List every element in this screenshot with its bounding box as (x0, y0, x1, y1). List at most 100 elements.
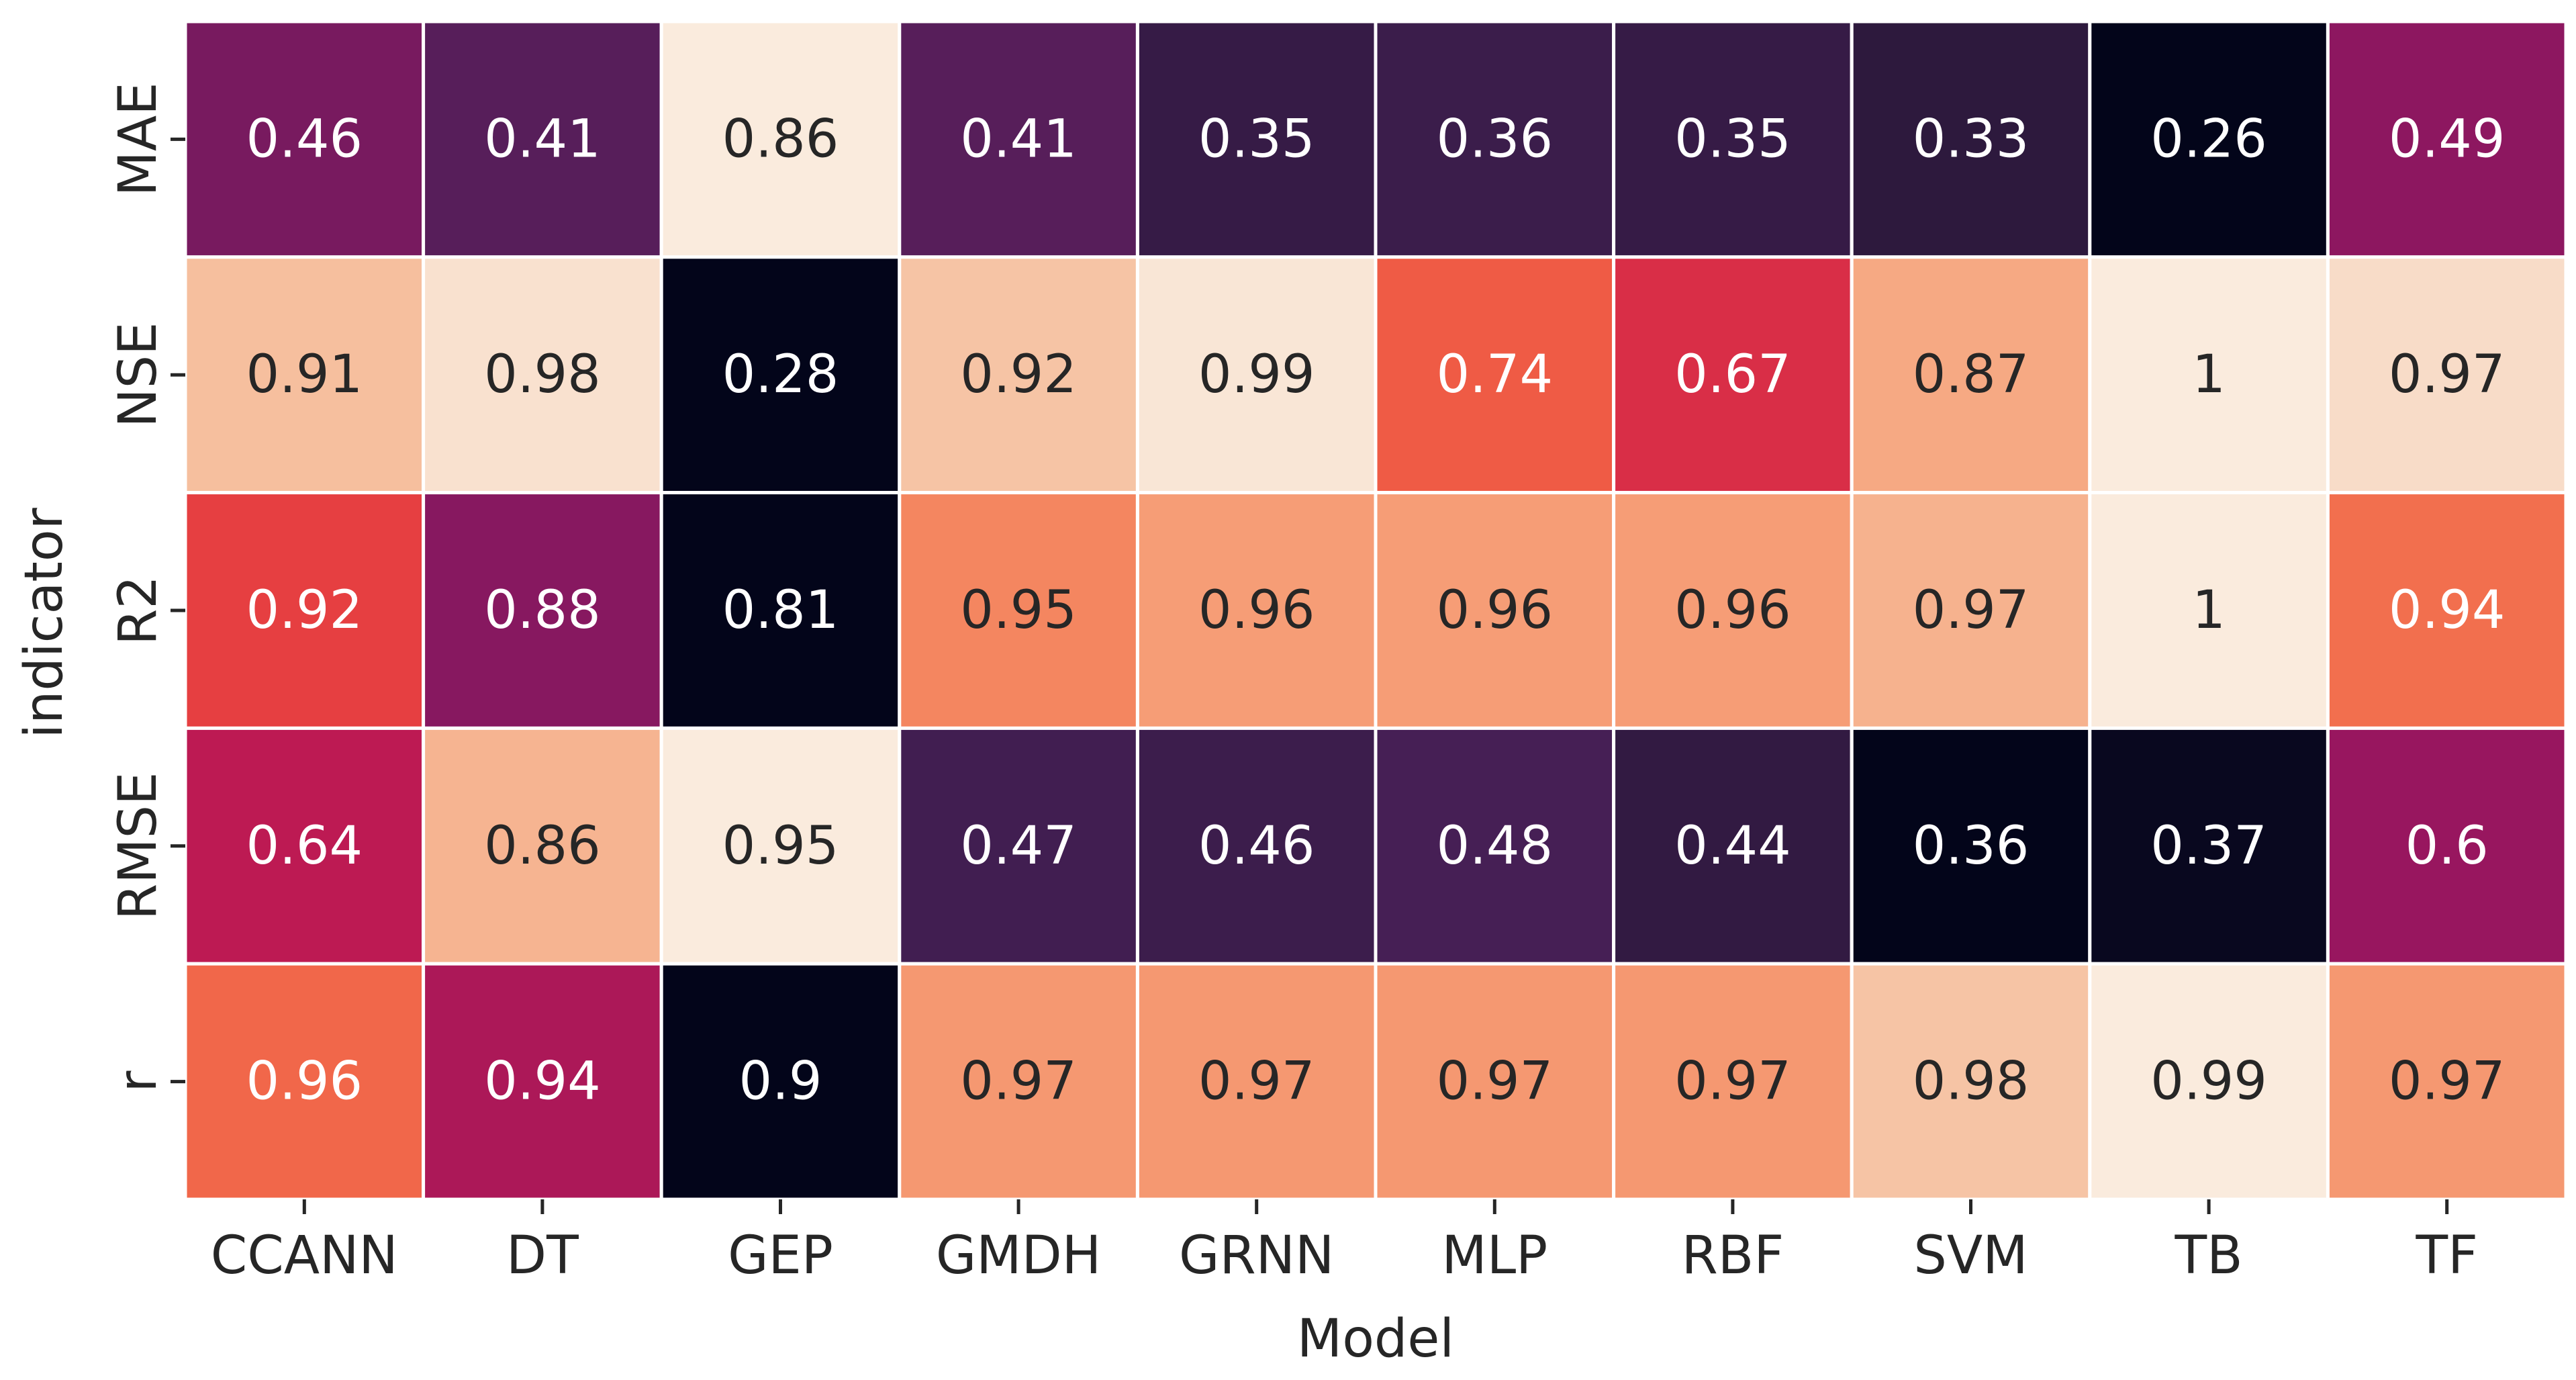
y-axis-title: indicator (14, 507, 75, 738)
cell-label-r-GMDH: 0.97 (960, 1052, 1077, 1112)
heatmap-cell-R2-RBF (1612, 491, 1854, 730)
cell-label-r-GRNN: 0.97 (1198, 1052, 1315, 1112)
x-tick-label-TB: TB (2175, 1226, 2243, 1286)
y-tick-label-MAE: MAE (108, 82, 169, 196)
cell-label-MAE-TF: 0.49 (2389, 109, 2506, 169)
heatmap-cell-r-MLP (1374, 962, 1616, 1201)
cell-label-RMSE-SVM: 0.36 (1913, 816, 2030, 876)
cell-label-MAE-CCANN: 0.46 (246, 109, 363, 169)
cell-label-R2-TF: 0.94 (2389, 580, 2506, 641)
x-tick-label-TF: TF (2415, 1226, 2478, 1286)
heatmap-cells: 0.46 0.41 0.86 0.41 0.35 0.36 0.35 0.33 0.26 0.49… (183, 19, 2568, 1201)
x-tick-label-RBF: RBF (1682, 1226, 1784, 1286)
heatmap-cell-r-DT (422, 962, 663, 1201)
y-tick-label-NSE: NSE (108, 322, 169, 428)
heatmap-cell-R2-DT (422, 491, 663, 730)
heatmap-cell-R2-TF (2326, 491, 2568, 730)
heatmap-cell-NSE-DT (422, 255, 663, 495)
x-tick-label-GRNN: GRNN (1179, 1226, 1334, 1286)
cell-label-MAE-RBF: 0.35 (1674, 109, 1791, 169)
cell-label-RMSE-GEP: 0.95 (722, 816, 839, 876)
x-axis-title: Model (1297, 1309, 1454, 1369)
cell-label-MAE-GEP: 0.86 (722, 109, 839, 169)
heatmap-cell-RMSE-CCANN (183, 726, 426, 966)
heatmap-cell-NSE-MLP (1374, 255, 1616, 495)
cell-label-R2-DT: 0.88 (484, 580, 601, 641)
heatmap-cell-MAE-CCANN (183, 19, 426, 259)
cell-label-NSE-RBF: 0.67 (1674, 344, 1791, 405)
cell-label-R2-RBF: 0.96 (1674, 580, 1791, 641)
cell-label-RMSE-RBF: 0.44 (1674, 816, 1791, 876)
cell-label-R2-GEP: 0.81 (722, 580, 839, 641)
heatmap-cell-r-TB (2088, 962, 2330, 1201)
cell-label-R2-MLP: 0.96 (1436, 580, 1553, 641)
heatmap-cell-r-GRNN (1135, 962, 1378, 1201)
heatmap-cell-NSE-TB (2088, 255, 2330, 495)
x-tick-label-CCANN: CCANN (211, 1226, 398, 1286)
y-tick-label-RMSE: RMSE (108, 772, 169, 920)
cell-label-RMSE-CCANN: 0.64 (246, 816, 363, 876)
y-tick-label-R2: R2 (108, 576, 169, 645)
heatmap-cell-R2-SVM (1850, 491, 2092, 730)
heatmap-cell-R2-TB (2088, 491, 2330, 730)
x-axis: CCANN DT GEP GMDH GRNN MLP RBF SVM TB TF (211, 1199, 2478, 1286)
cell-label-NSE-GRNN: 0.99 (1198, 344, 1315, 405)
cell-label-r-GEP: 0.9 (738, 1052, 822, 1112)
cell-label-r-TB: 0.99 (2150, 1052, 2267, 1112)
heatmap-cell-MAE-MLP (1374, 19, 1616, 259)
cell-label-r-RBF: 0.97 (1674, 1052, 1791, 1112)
heatmap-cell-RMSE-TB (2088, 726, 2330, 966)
heatmap-cell-MAE-SVM (1850, 19, 2092, 259)
heatmap-cell-NSE-GMDH (898, 255, 1139, 495)
x-tick-label-SVM: SVM (1913, 1226, 2028, 1286)
heatmap-cell-MAE-GEP (659, 19, 902, 259)
cell-label-MAE-SVM: 0.33 (1913, 109, 2030, 169)
heatmap-cell-r-GEP (659, 962, 902, 1201)
cell-label-RMSE-GMDH: 0.47 (960, 816, 1077, 876)
cell-label-RMSE-TB: 0.37 (2150, 816, 2267, 876)
cell-label-NSE-CCANN: 0.91 (246, 344, 363, 405)
heatmap-cell-R2-CCANN (183, 491, 426, 730)
heatmap-cell-MAE-TF (2326, 19, 2568, 259)
heatmap-cell-RMSE-MLP (1374, 726, 1616, 966)
heatmap-cell-MAE-GMDH (898, 19, 1139, 259)
cell-label-MAE-GMDH: 0.41 (960, 109, 1077, 169)
x-tick-label-DT: DT (506, 1226, 579, 1286)
cell-label-MAE-DT: 0.41 (484, 109, 601, 169)
cell-label-R2-CCANN: 0.92 (246, 580, 363, 641)
x-tick-label-GEP: GEP (728, 1226, 833, 1286)
cell-label-R2-GMDH: 0.95 (960, 580, 1077, 641)
heatmap-cell-NSE-RBF (1612, 255, 1854, 495)
heatmap-cell-NSE-SVM (1850, 255, 2092, 495)
cell-label-RMSE-DT: 0.86 (484, 816, 601, 876)
heatmap-cell-RMSE-RBF (1612, 726, 1854, 966)
heatmap-cell-RMSE-SVM (1850, 726, 2092, 966)
cell-label-r-MLP: 0.97 (1436, 1052, 1553, 1112)
cell-label-RMSE-GRNN: 0.46 (1198, 816, 1315, 876)
cell-label-RMSE-MLP: 0.48 (1436, 816, 1553, 876)
heatmap-cell-r-TF (2326, 962, 2568, 1201)
cell-label-NSE-GMDH: 0.92 (960, 344, 1077, 405)
cell-label-NSE-GEP: 0.28 (722, 344, 839, 405)
cell-label-NSE-TF: 0.97 (2389, 344, 2506, 405)
heatmap-cell-NSE-TF (2326, 255, 2568, 495)
x-tick-label-GMDH: GMDH (936, 1226, 1101, 1286)
cell-label-r-CCANN: 0.96 (246, 1052, 363, 1112)
cell-label-RMSE-TF: 0.6 (2405, 816, 2489, 876)
heatmap-cell-RMSE-GRNN (1135, 726, 1378, 966)
cell-label-R2-GRNN: 0.96 (1198, 580, 1315, 641)
heatmap-cell-R2-GEP (659, 491, 902, 730)
cell-label-NSE-TB: 1 (2192, 344, 2226, 405)
cell-label-R2-SVM: 0.97 (1913, 580, 2030, 641)
heatmap-cell-R2-GRNN (1135, 491, 1378, 730)
y-axis: MAE NSE R2 RMSE r (108, 82, 185, 1093)
heatmap-cell-RMSE-TF (2326, 726, 2568, 966)
y-tick-label-r: r (108, 1070, 169, 1093)
cell-label-MAE-GRNN: 0.35 (1198, 109, 1315, 169)
cell-label-NSE-MLP: 0.74 (1436, 344, 1553, 405)
cell-label-MAE-TB: 0.26 (2150, 109, 2267, 169)
cell-label-r-SVM: 0.98 (1913, 1052, 2030, 1112)
heatmap-cell-r-SVM (1850, 962, 2092, 1201)
x-tick-label-MLP: MLP (1441, 1226, 1547, 1286)
